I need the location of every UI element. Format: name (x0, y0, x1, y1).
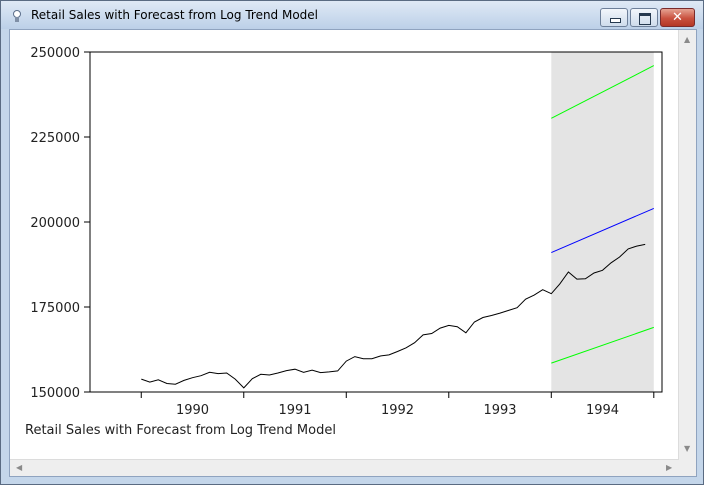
minimize-icon (610, 18, 621, 23)
actual-series-line (141, 243, 646, 389)
y-tick-label: 175000 (30, 301, 80, 316)
scroll-down-icon[interactable]: ▼ (684, 444, 691, 453)
upper-band-series-line (551, 65, 655, 119)
horizontal-scrollbar[interactable]: ◀ ▶ (10, 459, 679, 476)
chart-caption: Retail Sales with Forecast from Log Tren… (25, 423, 336, 438)
line-chart: 150000 175000 200000 225000 250000 1990 1991 19… (30, 46, 663, 418)
close-button[interactable]: ✕ (660, 8, 695, 27)
x-tick-label: 1993 (483, 403, 516, 418)
y-tick-label: 250000 (30, 46, 80, 61)
scroll-right-icon[interactable]: ▶ (666, 463, 673, 472)
y-tick-label: 200000 (30, 216, 80, 231)
minimize-button[interactable] (600, 8, 628, 27)
scrollbar-corner (679, 460, 696, 476)
x-tick-label: 1994 (586, 403, 619, 418)
close-icon: ✕ (672, 10, 683, 25)
y-tick-label: 150000 (30, 386, 80, 401)
x-tick-label: 1990 (176, 403, 209, 418)
y-tick-label: 225000 (30, 131, 80, 146)
vertical-scrollbar[interactable]: ▲ ▼ (678, 30, 696, 460)
scroll-left-icon[interactable]: ◀ (16, 463, 23, 472)
x-tick-label: 1992 (381, 403, 414, 418)
forecast-series-line (551, 207, 654, 254)
forecast-region (551, 52, 654, 392)
chart-canvas: 150000 175000 200000 225000 250000 1990 1991 19… (9, 29, 697, 477)
title-bar[interactable]: Retail Sales with Forecast from Log Tren… (1, 1, 703, 29)
app-icon (13, 10, 21, 22)
scroll-up-icon[interactable]: ▲ (684, 35, 691, 44)
x-tick-label: 1991 (278, 403, 311, 418)
window-title: Retail Sales with Forecast from Log Tren… (31, 8, 319, 22)
maximize-button[interactable] (630, 8, 658, 27)
caption-buttons: ✕ (600, 8, 695, 27)
maximize-icon (639, 13, 651, 25)
lower-band-series-line (551, 326, 654, 364)
